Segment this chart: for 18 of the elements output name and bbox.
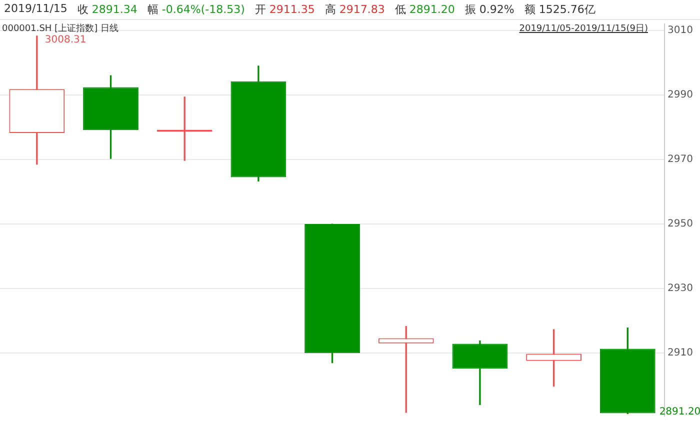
text: 收 2891.34 (77, 2, 138, 17)
y-tick-label: 2990 (668, 90, 694, 101)
text: 2019/11/15 (4, 2, 68, 15)
y-tick-label: 2950 (668, 218, 694, 230)
annotation: 2891.20 (659, 406, 700, 418)
y-tick-label: 2910 (668, 348, 694, 359)
annotation: 3008.31 (44, 34, 86, 46)
chart-title: 000001.SH [上证指数] 日线 (2, 22, 118, 35)
text: 额 1525.76亿 (524, 2, 596, 17)
text: 幅 -0.64%(-18.53) (147, 2, 245, 17)
text: 开 2911.35 (254, 2, 315, 17)
text: 振 0.92% (464, 2, 514, 17)
text: 低 2891.20 (394, 2, 455, 17)
chart-subtitle: 2019/11/05-2019/11/15(9日) (519, 23, 648, 35)
text: 高 2917.83 (324, 2, 385, 17)
y-tick-label: 3010 (668, 25, 694, 36)
y-tick-label: 2970 (668, 154, 694, 166)
y-tick-label: 2930 (668, 283, 694, 294)
